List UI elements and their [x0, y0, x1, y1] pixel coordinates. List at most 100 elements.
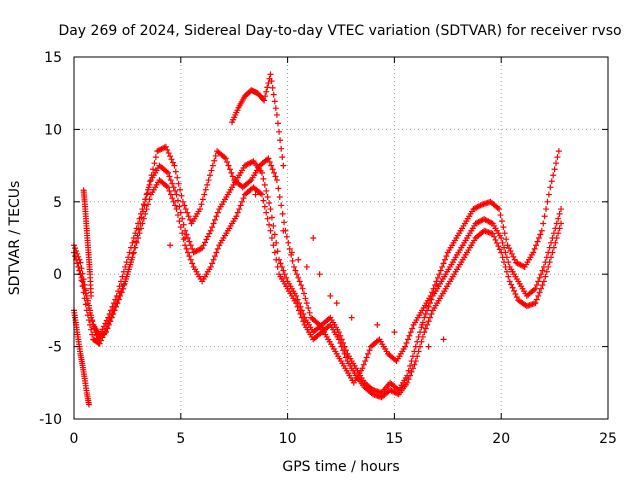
data-point-band-b [546, 259, 553, 266]
data-point-band-b [236, 206, 243, 213]
data-point-band-b [166, 187, 173, 194]
data-point-scatter [303, 263, 310, 270]
data-point-band-b [533, 296, 540, 303]
data-point-band-b [421, 329, 428, 336]
data-point-band-b [120, 282, 127, 289]
data-point-band-c [212, 152, 219, 159]
data-point-band-b [273, 256, 280, 263]
data-point-band-c [117, 292, 124, 299]
data-point-band-b [540, 278, 547, 285]
data-point-band-b [511, 287, 518, 294]
data-point-band-b [419, 333, 426, 340]
data-point-band-c [172, 168, 179, 175]
data-point-band-c [132, 238, 139, 245]
data-point-band-b [552, 239, 559, 246]
data-point-band-c [441, 256, 448, 263]
data-point-band-b [96, 340, 103, 347]
x-tick-label: 25 [599, 431, 617, 447]
data-point-band-a [258, 169, 265, 176]
data-point-band-a [277, 260, 284, 267]
data-point-band-a [77, 259, 84, 266]
data-point-band-a [533, 282, 540, 289]
data-point-band-c [302, 295, 309, 302]
data-point-band-b [495, 243, 502, 250]
data-point-scatter [327, 292, 334, 299]
data-point-band-b [505, 273, 512, 280]
data-point-band-b [186, 253, 193, 260]
y-axis-label: SDTVAR / TECUs [7, 181, 23, 296]
data-point-band-c [554, 154, 561, 161]
data-point-band-c [285, 239, 292, 246]
data-point-spike-trace [88, 292, 95, 299]
data-point-band-c [305, 304, 312, 311]
data-point-band-c [299, 285, 306, 292]
data-point-band-b [74, 260, 81, 267]
data-point-band-b [502, 263, 509, 270]
data-point-band-a [555, 215, 562, 222]
data-point-band-a [183, 231, 190, 238]
data-point-band-b [558, 220, 565, 227]
data-point-upper-arc [263, 88, 270, 95]
data-point-band-c [177, 186, 184, 193]
data-point-band-c [553, 160, 560, 167]
data-point-band-c [406, 332, 413, 339]
data-point-band-c [500, 224, 507, 231]
data-point-band-b [549, 249, 556, 256]
data-point-band-b [267, 227, 274, 234]
data-point-band-c [145, 184, 152, 191]
data-point-band-c [551, 166, 558, 173]
data-point-band-c [79, 278, 86, 285]
data-point-band-c [298, 282, 305, 289]
x-tick-label: 0 [70, 431, 79, 447]
data-point-band-c [175, 180, 182, 187]
data-point-band-a [294, 296, 301, 303]
data-point-band-b [542, 273, 549, 280]
data-point-band-c [440, 260, 447, 267]
data-point-band-a [206, 230, 213, 237]
data-point-band-b [422, 325, 429, 332]
data-point-band-c [534, 238, 541, 245]
data-point-band-b [145, 201, 152, 208]
data-point-band-a [425, 303, 432, 310]
data-point-band-b [341, 350, 348, 357]
data-point-band-b [234, 209, 241, 216]
data-point-band-c [108, 314, 115, 321]
data-point-band-c [436, 271, 443, 278]
data-point-band-b [427, 314, 433, 321]
data-point-band-c [121, 280, 128, 287]
data-point-band-c [115, 296, 122, 303]
data-point-band-b [417, 343, 424, 350]
data-point-band-b [513, 294, 520, 301]
data-point-band-c [296, 278, 303, 285]
data-point-band-c [409, 325, 416, 332]
data-point-band-b [506, 278, 513, 285]
data-point-band-c [281, 219, 288, 226]
data-point-band-a [499, 239, 506, 246]
data-point-band-c [201, 191, 208, 198]
data-point-band-c [427, 292, 434, 299]
y-tick-label: 5 [53, 195, 62, 211]
data-point-band-c [178, 192, 185, 199]
data-point-band-c [88, 314, 95, 321]
data-point-band-c [87, 309, 94, 316]
data-point-band-b [179, 230, 186, 237]
data-point-band-c [140, 208, 147, 215]
data-point-band-a [281, 271, 288, 278]
data-point-band-c [127, 261, 134, 268]
data-point-band-c [545, 191, 552, 198]
data-point-band-c [184, 209, 191, 216]
data-point-band-b [207, 263, 214, 270]
x-tick-label: 5 [176, 431, 185, 447]
x-axis-label: GPS time / hours [282, 459, 399, 475]
data-point-band-c [295, 274, 302, 281]
data-point-band-c [431, 282, 438, 289]
data-point-band-c [547, 184, 554, 191]
data-point-band-b [512, 290, 519, 297]
y-tick-labels: -10 -5 0 5 10 15 [39, 50, 62, 428]
data-point-band-b [405, 376, 412, 383]
data-point-band-b [274, 263, 281, 270]
data-point-band-c [276, 193, 283, 200]
data-point-band-c [437, 267, 444, 274]
data-point-band-c [363, 354, 370, 361]
data-point-band-c [275, 185, 282, 192]
